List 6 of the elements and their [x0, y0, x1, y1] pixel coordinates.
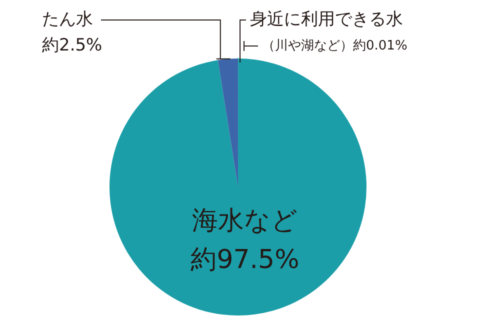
slice-label: 海水など [192, 206, 298, 236]
data-label: （川や湖など）約0.01% [262, 38, 408, 54]
data-label: 約2.5% [42, 35, 102, 56]
slice-label: たん水 [42, 9, 93, 30]
slice-label: 身近に利用できる水 [250, 9, 403, 30]
data-label: 約97.5% [190, 244, 300, 275]
